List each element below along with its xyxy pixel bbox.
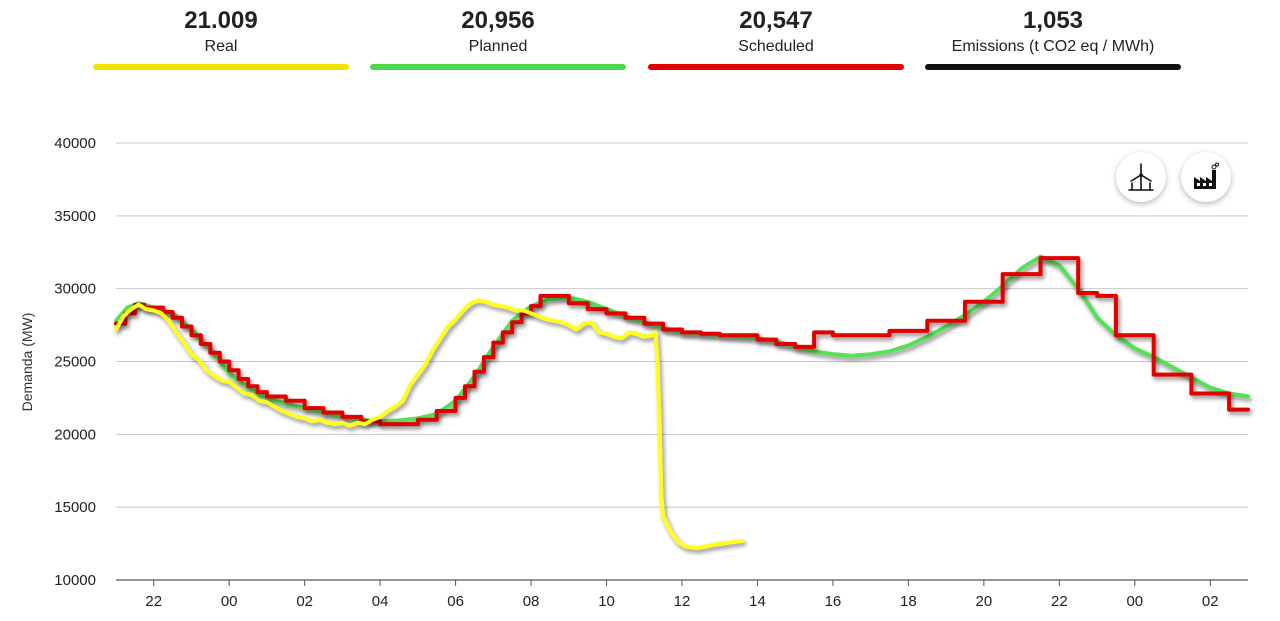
- kpi-emissions-label: Emissions (t CO2 eq / MWh): [951, 38, 1155, 55]
- x-tick-label: 22: [145, 593, 162, 610]
- factory-icon: [1194, 162, 1219, 189]
- kpi-planned-color-bar[interactable]: [370, 64, 626, 70]
- x-tick-label: 00: [221, 593, 238, 610]
- y-tick-label: 35000: [54, 208, 96, 225]
- wind-energy-button[interactable]: [1116, 152, 1166, 202]
- x-tick-label: 04: [372, 593, 389, 610]
- y-tick-label: 25000: [54, 354, 96, 371]
- kpi-real-label: Real: [204, 38, 238, 55]
- x-tick-label: 02: [1202, 593, 1219, 610]
- series-line-scheduled: [114, 256, 1250, 427]
- y-tick-label: 40000: [54, 135, 96, 152]
- kpi-scheduled-color-bar[interactable]: [648, 64, 904, 70]
- y-tick-label: 30000: [54, 281, 96, 298]
- x-tick-label: 10: [598, 593, 615, 610]
- series-line-real: [114, 298, 745, 550]
- kpi-scheduled: 20,547 Scheduled: [648, 6, 904, 70]
- kpi-scheduled-value: 20,547: [739, 7, 813, 34]
- kpi-emissions-color-bar[interactable]: [925, 64, 1181, 70]
- x-tick-label: 14: [749, 593, 766, 610]
- wind-turbine-icon: [1128, 163, 1154, 191]
- kpi-planned-value: 20,956: [461, 7, 535, 34]
- y-tick-label: 15000: [54, 499, 96, 516]
- y-tick-label: 20000: [54, 426, 96, 443]
- kpi-scheduled-label: Scheduled: [738, 38, 814, 55]
- x-tick-label: 12: [674, 593, 691, 610]
- emissions-button[interactable]: [1181, 152, 1231, 202]
- x-tick-label: 16: [825, 593, 842, 610]
- y-axis-label: Demanda (MW): [19, 313, 35, 412]
- x-tick-label: 18: [900, 593, 917, 610]
- kpi-header: 21.009 Real 20,956 Planned 20,547 Schedu…: [0, 0, 1280, 80]
- x-tick-label: 20: [976, 593, 993, 610]
- kpi-real-color-bar[interactable]: [93, 64, 349, 70]
- x-tick-label: 08: [523, 593, 540, 610]
- kpi-planned: 20,956 Planned: [370, 6, 626, 70]
- y-tick-label: 10000: [54, 572, 96, 589]
- kpi-emissions-value: 1,053: [1022, 7, 1084, 34]
- x-tick-label: 02: [296, 593, 313, 610]
- kpi-real-value: 21.009: [184, 7, 258, 34]
- kpi-emissions: 1,053 Emissions (t CO2 eq / MWh): [925, 6, 1181, 70]
- x-tick-label: 22: [1051, 593, 1068, 610]
- x-tick-label: 00: [1126, 593, 1143, 610]
- kpi-real: 21.009 Real: [93, 6, 349, 70]
- kpi-planned-label: Planned: [468, 38, 528, 55]
- x-tick-label: 06: [447, 593, 464, 610]
